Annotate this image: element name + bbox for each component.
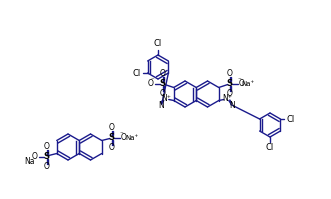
- Text: O: O: [121, 133, 127, 142]
- Text: O: O: [160, 89, 166, 98]
- Text: O: O: [238, 79, 244, 88]
- Text: O: O: [109, 143, 115, 152]
- Text: O: O: [109, 123, 115, 132]
- Text: S: S: [227, 79, 233, 88]
- Text: S: S: [109, 133, 115, 142]
- Text: O: O: [148, 79, 154, 88]
- Text: Cl: Cl: [154, 39, 162, 49]
- Text: S: S: [44, 152, 50, 161]
- Text: N: N: [229, 101, 235, 110]
- Text: O: O: [160, 69, 166, 78]
- Text: Cl: Cl: [286, 114, 295, 124]
- Text: O: O: [32, 152, 38, 161]
- Text: O: O: [227, 89, 233, 98]
- Text: ⁻: ⁻: [120, 131, 124, 137]
- Text: O: O: [227, 69, 233, 78]
- Text: N: N: [158, 101, 164, 110]
- Text: ⁻: ⁻: [238, 77, 242, 83]
- Text: O: O: [44, 162, 50, 171]
- Text: Cl: Cl: [266, 142, 274, 151]
- Text: Na⁺: Na⁺: [241, 81, 255, 87]
- Text: ⁻: ⁻: [151, 77, 155, 83]
- Text: Na⁺: Na⁺: [125, 135, 138, 140]
- Text: N⁺: N⁺: [161, 94, 171, 103]
- Text: O: O: [44, 142, 50, 151]
- Text: S: S: [160, 79, 166, 88]
- Text: N⁺: N⁺: [222, 94, 232, 103]
- Text: Na: Na: [24, 157, 35, 166]
- Text: Cl: Cl: [132, 68, 141, 77]
